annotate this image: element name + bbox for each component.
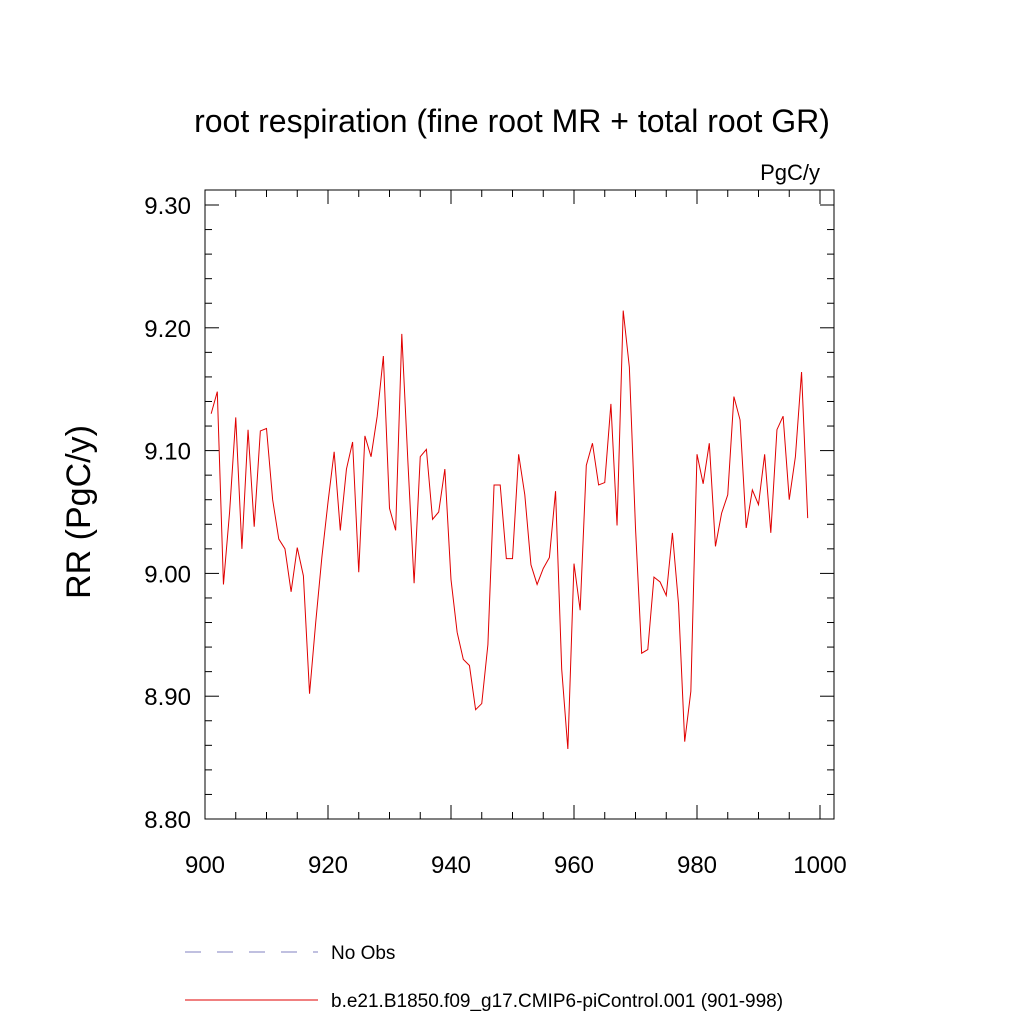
legend-label: No Obs <box>331 943 395 964</box>
y-tick-label: 9.10 <box>144 439 191 466</box>
y-axis-label: RR (PgC/y) <box>60 425 98 599</box>
x-tick-label: 900 <box>185 852 225 879</box>
y-tick-label: 9.20 <box>144 316 191 343</box>
x-tick-label: 920 <box>308 852 348 879</box>
chart-units: PgC/y <box>760 160 820 185</box>
y-tick-label: 8.80 <box>144 807 191 834</box>
legend-label: b.e21.B1850.f09_g17.CMIP6-piControl.001 … <box>331 991 783 1012</box>
x-axis: 900 920 940 960 980 1000 <box>185 190 847 879</box>
y-tick-label: 8.90 <box>144 684 191 711</box>
plot-area <box>204 189 835 820</box>
x-tick-label: 940 <box>431 852 471 879</box>
series-layer <box>210 310 809 750</box>
x-tick-label: 980 <box>677 852 717 879</box>
plot-frame <box>204 189 835 820</box>
series-line <box>210 310 809 750</box>
y-tick-label: 9.30 <box>144 193 191 220</box>
x-tick-label: 1000 <box>793 852 846 879</box>
chart-title: root respiration (fine root MR + total r… <box>194 103 830 139</box>
x-tick-label: 960 <box>554 852 594 879</box>
y-tick-label: 9.00 <box>144 561 191 588</box>
y-axis: 8.80 8.90 9.00 9.10 9.20 9.30 <box>144 193 834 834</box>
legend: No Obs b.e21.B1850.f09_g17.CMIP6-piContro… <box>185 943 783 1012</box>
